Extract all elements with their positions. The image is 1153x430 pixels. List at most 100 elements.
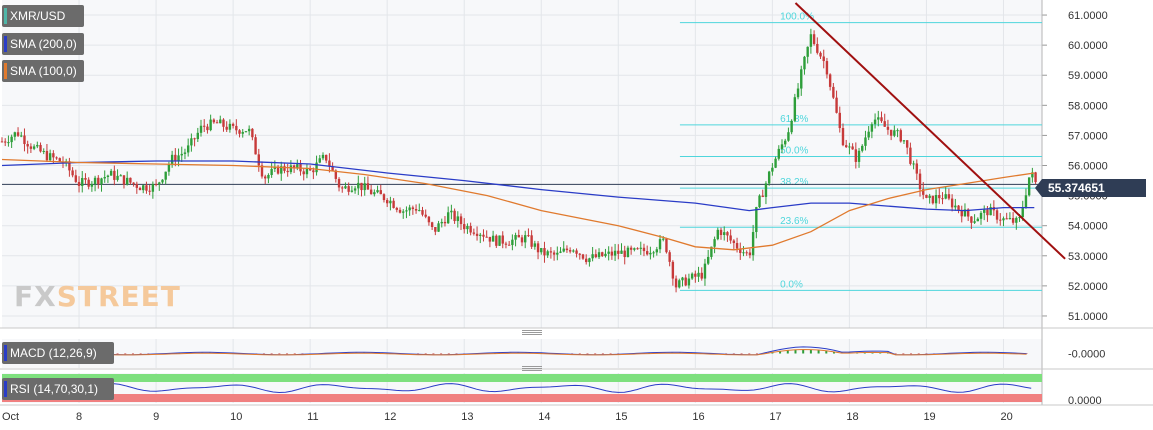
candle-body (642, 247, 646, 252)
candle-body (591, 254, 594, 259)
candle-body (771, 167, 774, 172)
candle-body (764, 183, 768, 197)
candle-body (986, 209, 989, 216)
candle-body (389, 200, 392, 204)
candle-body (976, 218, 980, 222)
candle-body (832, 86, 835, 98)
sma100-legend[interactable]: SMA (100,0) (2, 60, 84, 82)
candle-body (135, 183, 139, 188)
candle-body (488, 236, 492, 242)
macd-histogram-bar (755, 353, 758, 355)
candle-body (678, 280, 681, 288)
candle-body (283, 166, 286, 171)
candle-body (74, 175, 78, 182)
candle-body (186, 145, 190, 153)
candle-body (594, 254, 598, 258)
y-tick-label: 52.0000 (1068, 281, 1108, 293)
macd-histogram-bar (432, 353, 435, 355)
candle-body (148, 190, 151, 192)
macd-legend[interactable]: MACD (12,26,9) (2, 342, 114, 364)
macd-histogram-bar (809, 349, 812, 354)
candle-body (203, 125, 206, 127)
candle-body (170, 154, 174, 165)
macd-histogram-bar (270, 353, 273, 355)
candle-body (886, 126, 890, 130)
candle-body (520, 237, 524, 243)
candle-body (154, 184, 158, 186)
candle-body (960, 210, 963, 217)
candle-body (363, 183, 366, 191)
candle-body (966, 209, 970, 217)
x-tick-label: Oct (2, 411, 19, 423)
candle-body (954, 205, 957, 208)
candle-body (20, 135, 23, 137)
candle-body (1027, 177, 1031, 196)
candle-body (562, 248, 565, 252)
candle-body (366, 183, 370, 190)
candle-body (703, 263, 707, 279)
candle-body (732, 240, 736, 244)
candle-body (751, 232, 755, 256)
macd-histogram-bar (779, 351, 782, 354)
candle-body (572, 250, 575, 252)
candle-body (729, 235, 732, 241)
candle-body (142, 185, 145, 191)
pane-resize-handle-macd[interactable] (522, 366, 542, 371)
candle-body (681, 277, 684, 281)
macd-line (1, 346, 1027, 356)
candle-body (838, 112, 841, 129)
candle-body (581, 254, 585, 259)
candle-body (199, 125, 203, 133)
pane-resize-handle-main[interactable] (522, 330, 542, 335)
candle-body (533, 243, 537, 247)
candle-body (308, 168, 312, 171)
candle-body (613, 250, 617, 256)
candle-body (723, 232, 726, 235)
candle-body (748, 252, 752, 256)
candle-body (244, 131, 248, 133)
candle-body (636, 248, 639, 250)
candle-body (623, 250, 626, 258)
candle-body (446, 212, 450, 224)
candle-body (995, 210, 999, 220)
candle-body (421, 210, 424, 215)
x-tick-label: 9 (153, 411, 159, 423)
candle-body (424, 214, 427, 217)
candle-body (495, 235, 498, 246)
candle-body (450, 210, 453, 213)
candle-body (402, 211, 405, 213)
candle-body (922, 189, 925, 195)
candle-body (286, 170, 289, 173)
candle-body (289, 165, 293, 173)
candle-body (48, 153, 52, 161)
candle-body (260, 165, 264, 177)
macd-histogram-bar (262, 353, 265, 355)
candle-body (559, 251, 562, 253)
rsi-line (1, 383, 1032, 394)
candle-body (1024, 195, 1028, 208)
candle-body (877, 117, 880, 120)
candle-body (938, 195, 941, 199)
candle-body (767, 171, 771, 184)
macd-histogram-bar (748, 353, 751, 355)
rsi-legend[interactable]: RSI (14,70,30,1) (2, 378, 114, 400)
candle-body (225, 126, 228, 130)
sma200-legend[interactable]: SMA (200,0) (2, 33, 84, 55)
candle-body (430, 222, 434, 227)
symbol-legend[interactable]: XMR/USD (2, 5, 84, 27)
candle-body (828, 74, 832, 87)
candle-body (552, 252, 556, 255)
candle-body (816, 43, 819, 53)
candle-body (7, 142, 10, 144)
x-tick-label: 19 (923, 411, 935, 423)
candle-body (713, 239, 716, 247)
candle-body (1011, 218, 1015, 223)
symbol-swatch (4, 8, 7, 24)
x-tick-label: 11 (307, 411, 318, 423)
candle-body (276, 166, 280, 174)
candle-body (270, 168, 273, 175)
candle-body (758, 195, 761, 208)
last-price-tag: 55.374651 (1035, 179, 1146, 197)
candle-body (726, 232, 729, 236)
candle-body (889, 129, 893, 136)
